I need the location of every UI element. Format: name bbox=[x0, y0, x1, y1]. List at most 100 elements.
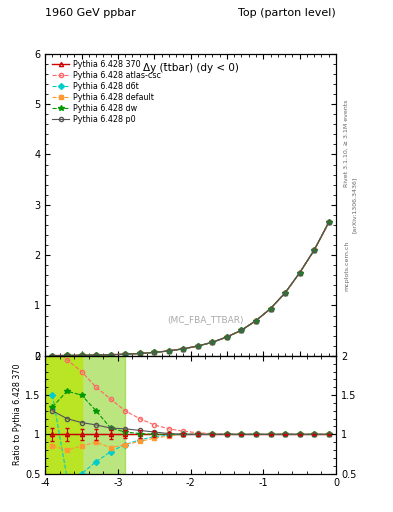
Line: Pythia 6.428 dw: Pythia 6.428 dw bbox=[50, 220, 332, 358]
Pythia 6.428 d6t bbox=[64, 352, 69, 358]
Pythia 6.428 atlas-csc bbox=[268, 306, 273, 312]
Pythia 6.428 atlas-csc bbox=[138, 350, 142, 356]
Pythia 6.428 p0 bbox=[108, 352, 113, 358]
Pythia 6.428 atlas-csc bbox=[181, 346, 186, 352]
Pythia 6.428 dw bbox=[108, 352, 113, 358]
Pythia 6.428 atlas-csc bbox=[94, 352, 99, 358]
Pythia 6.428 d6t bbox=[297, 270, 302, 276]
Pythia 6.428 default bbox=[138, 350, 142, 356]
Pythia 6.428 d6t bbox=[123, 351, 128, 357]
Pythia 6.428 atlas-csc bbox=[254, 317, 259, 324]
Pythia 6.428 d6t bbox=[312, 247, 317, 253]
Pythia 6.428 d6t bbox=[239, 327, 244, 333]
Pythia 6.428 default bbox=[181, 346, 186, 352]
Pythia 6.428 p0 bbox=[123, 351, 128, 357]
Pythia 6.428 dw bbox=[123, 351, 128, 357]
Pythia 6.428 atlas-csc bbox=[297, 270, 302, 276]
Pythia 6.428 p0 bbox=[254, 317, 259, 324]
Pythia 6.428 370 bbox=[64, 352, 69, 358]
Pythia 6.428 atlas-csc bbox=[167, 348, 171, 354]
Pythia 6.428 dw bbox=[64, 352, 69, 358]
Pythia 6.428 370 bbox=[50, 353, 55, 359]
Pythia 6.428 atlas-csc bbox=[50, 353, 55, 359]
Pythia 6.428 370 bbox=[138, 350, 142, 356]
Text: Rivet 3.1.10, ≥ 3.1M events: Rivet 3.1.10, ≥ 3.1M events bbox=[344, 100, 349, 187]
Pythia 6.428 d6t bbox=[225, 334, 230, 340]
Pythia 6.428 dw bbox=[225, 334, 230, 340]
Pythia 6.428 default bbox=[326, 219, 331, 225]
Pythia 6.428 dw bbox=[254, 317, 259, 324]
Pythia 6.428 p0 bbox=[268, 306, 273, 312]
Pythia 6.428 atlas-csc bbox=[326, 219, 331, 225]
Pythia 6.428 p0 bbox=[94, 352, 99, 358]
Pythia 6.428 dw bbox=[239, 327, 244, 333]
Pythia 6.428 atlas-csc bbox=[64, 352, 69, 358]
Pythia 6.428 p0 bbox=[239, 327, 244, 333]
Line: Pythia 6.428 370: Pythia 6.428 370 bbox=[50, 220, 331, 358]
Pythia 6.428 dw bbox=[50, 353, 55, 359]
Pythia 6.428 atlas-csc bbox=[79, 352, 84, 358]
Pythia 6.428 370 bbox=[210, 339, 215, 345]
Pythia 6.428 p0 bbox=[225, 334, 230, 340]
Pythia 6.428 d6t bbox=[254, 317, 259, 324]
Pythia 6.428 dw bbox=[297, 270, 302, 276]
Pythia 6.428 d6t bbox=[210, 339, 215, 345]
Pythia 6.428 dw bbox=[283, 290, 287, 296]
Pythia 6.428 d6t bbox=[79, 352, 84, 358]
Pythia 6.428 370 bbox=[79, 352, 84, 358]
Pythia 6.428 370 bbox=[297, 270, 302, 276]
Pythia 6.428 dw bbox=[326, 219, 331, 225]
Text: mcplots.cern.ch: mcplots.cern.ch bbox=[344, 241, 349, 291]
Pythia 6.428 d6t bbox=[326, 219, 331, 225]
Pythia 6.428 default bbox=[123, 351, 128, 357]
Pythia 6.428 d6t bbox=[50, 353, 55, 359]
Pythia 6.428 dw bbox=[138, 350, 142, 356]
Pythia 6.428 370 bbox=[254, 317, 259, 324]
Pythia 6.428 370 bbox=[196, 343, 200, 349]
Text: (MC_FBA_TTBAR): (MC_FBA_TTBAR) bbox=[167, 315, 243, 324]
Pythia 6.428 p0 bbox=[297, 270, 302, 276]
Pythia 6.428 370 bbox=[152, 349, 156, 355]
Text: Δy (t̄tbar) (dy < 0): Δy (t̄tbar) (dy < 0) bbox=[143, 63, 239, 73]
Pythia 6.428 default bbox=[268, 306, 273, 312]
Pythia 6.428 dw bbox=[210, 339, 215, 345]
Pythia 6.428 atlas-csc bbox=[108, 352, 113, 358]
Pythia 6.428 default bbox=[297, 270, 302, 276]
Line: Pythia 6.428 atlas-csc: Pythia 6.428 atlas-csc bbox=[50, 220, 331, 358]
Pythia 6.428 370 bbox=[312, 247, 317, 253]
Pythia 6.428 dw bbox=[196, 343, 200, 349]
Pythia 6.428 d6t bbox=[138, 350, 142, 356]
Line: Pythia 6.428 d6t: Pythia 6.428 d6t bbox=[50, 220, 331, 358]
Pythia 6.428 p0 bbox=[138, 350, 142, 356]
Pythia 6.428 d6t bbox=[108, 352, 113, 358]
Pythia 6.428 atlas-csc bbox=[283, 290, 287, 296]
Pythia 6.428 default bbox=[312, 247, 317, 253]
Legend: Pythia 6.428 370, Pythia 6.428 atlas-csc, Pythia 6.428 d6t, Pythia 6.428 default: Pythia 6.428 370, Pythia 6.428 atlas-csc… bbox=[49, 58, 163, 126]
Pythia 6.428 default bbox=[108, 352, 113, 358]
Pythia 6.428 370 bbox=[181, 346, 186, 352]
Pythia 6.428 default bbox=[210, 339, 215, 345]
Pythia 6.428 p0 bbox=[283, 290, 287, 296]
Pythia 6.428 p0 bbox=[79, 352, 84, 358]
Pythia 6.428 default bbox=[239, 327, 244, 333]
Bar bbox=[45, 356, 82, 474]
Pythia 6.428 d6t bbox=[152, 349, 156, 355]
Y-axis label: Ratio to Pythia 6.428 370: Ratio to Pythia 6.428 370 bbox=[13, 364, 22, 465]
Pythia 6.428 default bbox=[167, 348, 171, 354]
Pythia 6.428 dw bbox=[268, 306, 273, 312]
Pythia 6.428 d6t bbox=[196, 343, 200, 349]
Pythia 6.428 default bbox=[50, 353, 55, 359]
Pythia 6.428 default bbox=[152, 349, 156, 355]
Pythia 6.428 dw bbox=[312, 247, 317, 253]
Line: Pythia 6.428 p0: Pythia 6.428 p0 bbox=[50, 220, 331, 358]
Pythia 6.428 370 bbox=[108, 352, 113, 358]
Text: Top (parton level): Top (parton level) bbox=[238, 8, 336, 18]
Pythia 6.428 p0 bbox=[312, 247, 317, 253]
Pythia 6.428 dw bbox=[167, 348, 171, 354]
Pythia 6.428 atlas-csc bbox=[196, 343, 200, 349]
Pythia 6.428 atlas-csc bbox=[123, 351, 128, 357]
Pythia 6.428 atlas-csc bbox=[225, 334, 230, 340]
Bar bbox=[45, 356, 125, 474]
Pythia 6.428 370 bbox=[123, 351, 128, 357]
Pythia 6.428 atlas-csc bbox=[152, 349, 156, 355]
